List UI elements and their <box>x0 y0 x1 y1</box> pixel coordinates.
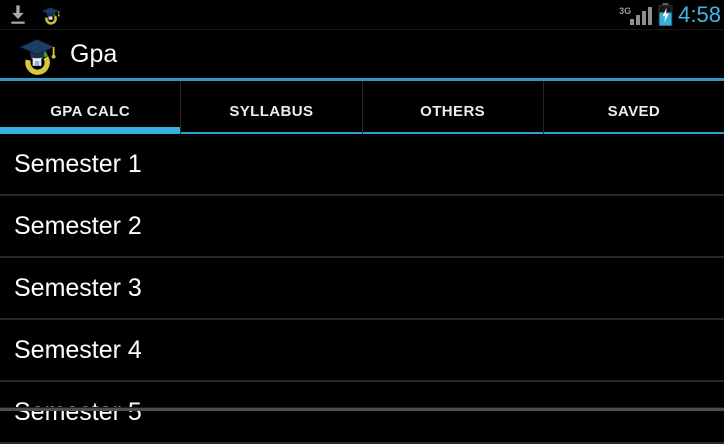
tab-indicator <box>181 132 362 134</box>
list-item-label: Semester 1 <box>14 149 142 178</box>
tab-syllabus[interactable]: SYLLABUS <box>180 81 362 134</box>
screen-bottom-edge <box>0 407 724 411</box>
tab-others[interactable]: OTHERS <box>361 81 543 134</box>
download-icon[interactable] <box>8 3 28 26</box>
status-bar-clock: 4:58 <box>678 2 721 27</box>
list-item-semester-4[interactable]: Semester 4 <box>0 320 724 382</box>
page-title: Gpa <box>70 39 118 68</box>
list-item-label: Semester 3 <box>14 273 142 302</box>
signal-strength-icon: 3G <box>619 5 653 25</box>
tab-label: SAVED <box>607 103 661 120</box>
list-item-semester-2[interactable]: Semester 2 <box>0 196 724 258</box>
tab-label: GPA CALC <box>50 103 131 120</box>
action-bar-underline <box>0 78 724 81</box>
list-item-semester-1[interactable]: Semester 1 <box>0 134 724 196</box>
graduation-cap-icon[interactable] <box>40 4 61 25</box>
tab-indicator <box>543 132 724 134</box>
graduation-cap-icon <box>16 33 58 75</box>
tab-label: SYLLABUS <box>229 103 314 120</box>
list-item-label: Semester 4 <box>14 335 142 364</box>
battery-charging-icon <box>658 3 673 26</box>
tab-label: OTHERS <box>420 103 486 120</box>
tab-selected-indicator <box>0 127 181 134</box>
list-item-semester-3[interactable]: Semester 3 <box>0 258 724 320</box>
list-item-semester-5[interactable]: Semester 5 <box>0 382 724 444</box>
tab-saved[interactable]: SAVED <box>542 81 724 134</box>
status-bar: 3G 4:58 <box>0 0 724 29</box>
tab-bar: GPA CALC SYLLABUS OTHERS SAVED <box>0 81 724 134</box>
list-item-label: Semester 2 <box>14 211 142 240</box>
tab-indicator <box>362 132 543 134</box>
action-bar: Gpa <box>0 29 724 78</box>
tab-gpa-calc[interactable]: GPA CALC <box>0 81 181 134</box>
semester-list: Semester 1 Semester 2 Semester 3 Semeste… <box>0 134 724 444</box>
network-type-label: 3G <box>619 5 632 16</box>
list-item-label: Semester 5 <box>14 397 142 426</box>
